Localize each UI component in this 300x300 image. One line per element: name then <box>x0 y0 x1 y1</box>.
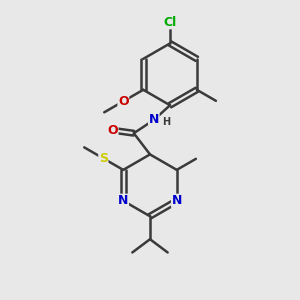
Text: O: O <box>118 95 129 108</box>
Text: S: S <box>99 152 108 165</box>
Text: O: O <box>107 124 118 137</box>
Text: N: N <box>172 194 182 207</box>
Text: N: N <box>118 194 128 207</box>
Text: N: N <box>148 113 159 127</box>
Text: Cl: Cl <box>164 16 177 29</box>
Text: H: H <box>162 117 170 127</box>
